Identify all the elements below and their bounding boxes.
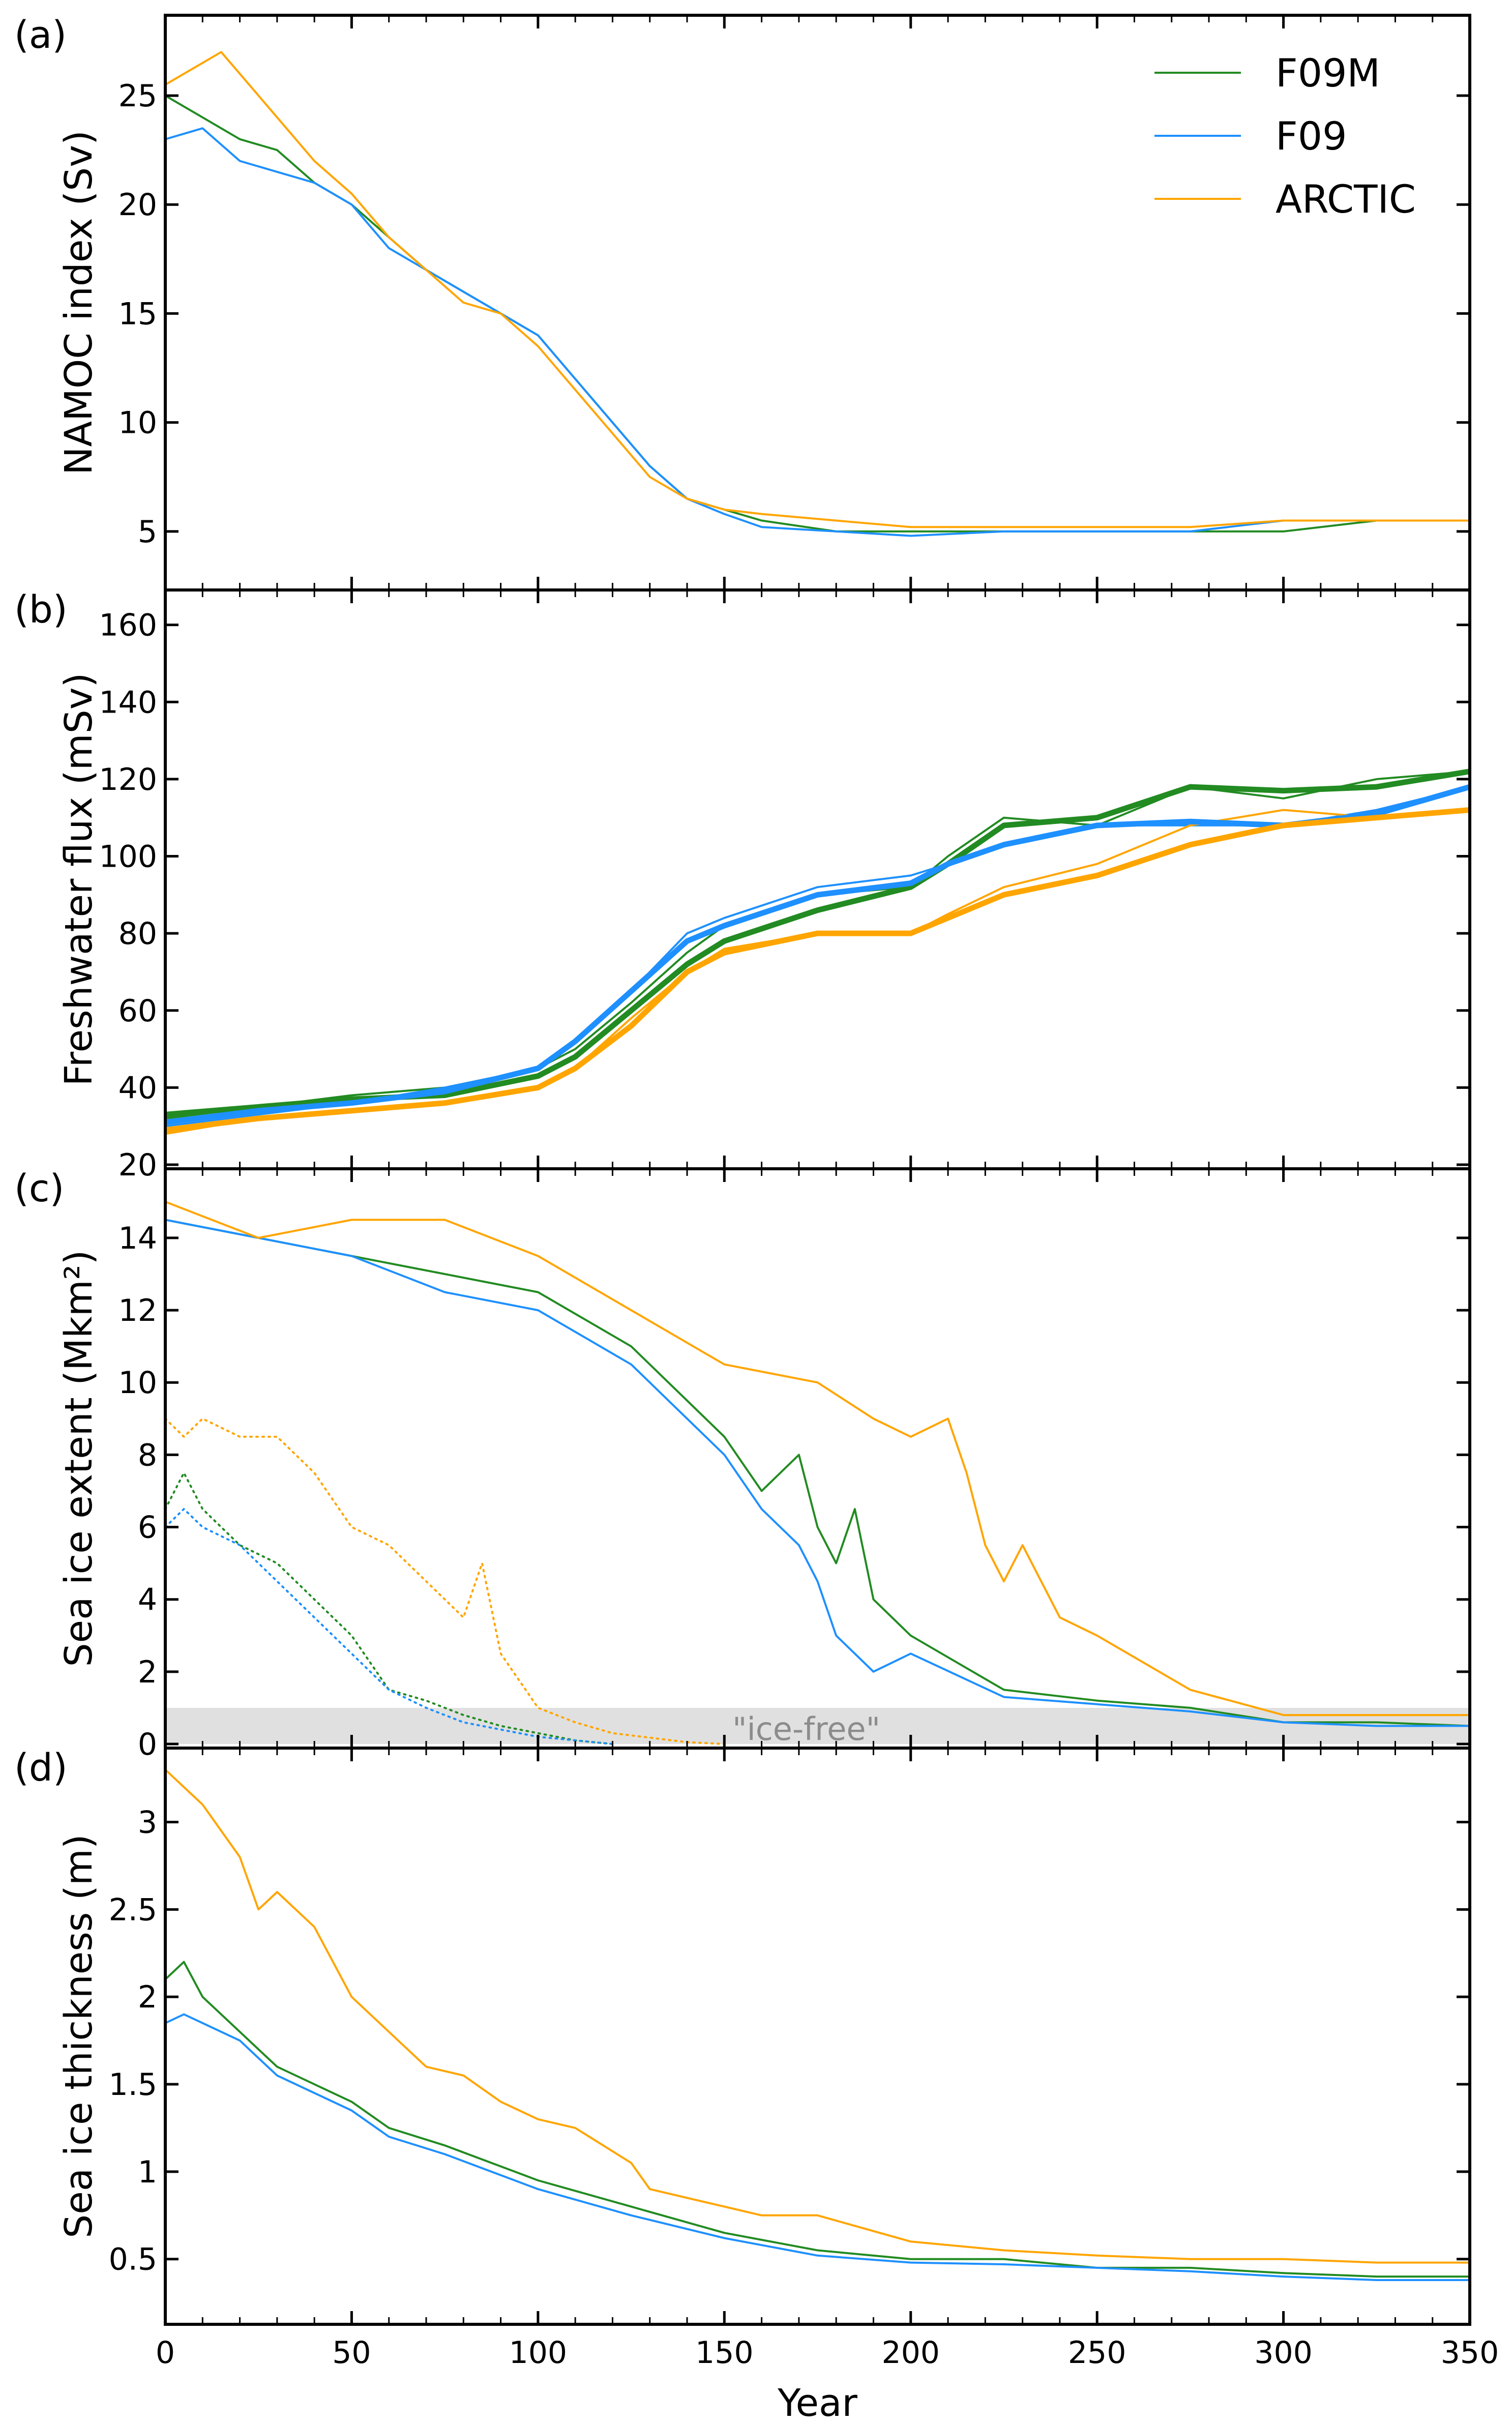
x-ticks <box>164 590 1471 1169</box>
panel-1: 5 10 15 20 25 NAMOC index (Sv) (a) <box>14 13 1471 592</box>
series-line-f09 <box>165 1219 1470 1727</box>
series-group <box>165 1768 1470 2281</box>
y-tick-label: 15 <box>118 296 157 332</box>
x-tick-label: 300 <box>1254 2335 1313 2371</box>
ice-free-band <box>165 1707 1470 1744</box>
y-tick-label: 25 <box>118 78 157 114</box>
series-group <box>165 768 1470 1135</box>
series-line-f09m <box>165 95 1470 533</box>
panel-frame <box>164 588 1471 1170</box>
y-tick-label: 100 <box>99 839 157 875</box>
y-tick-label: 140 <box>99 685 157 720</box>
series-group <box>165 1200 1470 1745</box>
y-tick-label: 3 <box>138 1805 157 1840</box>
panel-letter: (b) <box>14 588 68 632</box>
series-line-arctic-smoothed <box>165 807 1470 1133</box>
y-tick-label: 120 <box>99 762 157 797</box>
series-line-arctic <box>165 1200 1470 1717</box>
ice-free-label: "ice-free" <box>732 1710 880 1748</box>
y-tick-label: 10 <box>118 1365 157 1401</box>
y-tick-label: 8 <box>138 1437 157 1473</box>
series-line-f09-smoothed <box>165 784 1470 1126</box>
series-line-f09m <box>165 1961 1470 2278</box>
y-tick-label: 60 <box>118 993 157 1029</box>
series-line-arctic <box>165 809 1470 1135</box>
x-tick-label: 100 <box>509 2335 568 2371</box>
panel-frame <box>164 1747 1471 2326</box>
panel-3: "ice-free" 0 2 4 6 8 10 12 14 Sea ice extent (Mkm… <box>14 1167 1471 1762</box>
y-tick-label: 0 <box>138 1727 157 1762</box>
y-tick-label: 6 <box>138 1510 157 1546</box>
x-axis-title: Year <box>777 2381 857 2424</box>
legend: F09M F09 ARCTIC <box>1154 50 1416 222</box>
panel-4: 0.5 1 1.5 2 2.5 3 Sea ice thickness (m) (d) <box>14 1746 1471 2326</box>
panel-letter: (c) <box>14 1167 64 1210</box>
x-tick-label: 350 <box>1441 2335 1499 2371</box>
y-axis: 20 40 60 80 100 120 140 160 <box>99 608 1470 1183</box>
y-axis: 0.5 1 1.5 2 2.5 3 <box>109 1805 1470 2278</box>
x-tick-label: 200 <box>881 2335 940 2371</box>
series-line-arctic-minimum <box>165 1417 726 1745</box>
y-tick-label: 40 <box>118 1070 157 1106</box>
y-axis: 0 2 4 6 8 10 12 14 <box>118 1221 1470 1762</box>
panel-2: 20 40 60 80 100 120 140 160 Freshwater flux (mSv… <box>14 588 1471 1183</box>
series-line-f09m-minimum <box>165 1471 614 1745</box>
x-ticks <box>164 1169 1471 1748</box>
x-ticks <box>164 15 1471 590</box>
legend-label: F09M <box>1276 50 1380 96</box>
y-tick-label: 10 <box>118 405 157 441</box>
y-tick-label: 2 <box>138 1654 157 1690</box>
series-line-arctic <box>165 1768 1470 2264</box>
series-line-arctic <box>165 51 1470 528</box>
y-axis-title: Freshwater flux (mSv) <box>57 673 101 1086</box>
series-line-f09-minimum <box>165 1508 614 1745</box>
y-tick-label: 1.5 <box>109 2067 157 2103</box>
x-tick-label: 0 <box>156 2335 175 2371</box>
shared-x-axis: 0 50 100 150 200 250 300 350 <box>156 2335 1499 2371</box>
x-tick-label: 250 <box>1068 2335 1126 2371</box>
y-tick-label: 80 <box>118 916 157 952</box>
legend-label: F09 <box>1276 113 1347 159</box>
series-line-f09m <box>165 1219 1470 1727</box>
y-tick-label: 2.5 <box>109 1892 157 1928</box>
y-tick-label: 20 <box>118 187 157 223</box>
legend-label: ARCTIC <box>1276 176 1416 222</box>
panel-letter: (a) <box>14 13 67 57</box>
y-axis-title: Sea ice extent (Mkm²) <box>57 1250 101 1667</box>
y-tick-label: 14 <box>118 1221 157 1256</box>
y-axis: 5 10 15 20 25 <box>118 78 1470 550</box>
series-line-f09 <box>165 786 1470 1128</box>
y-tick-label: 12 <box>118 1293 157 1328</box>
y-tick-label: 0.5 <box>109 2242 157 2278</box>
y-tick-label: 1 <box>138 2154 157 2190</box>
x-ticks <box>164 1748 1471 2324</box>
series-line-f09 <box>165 2013 1470 2281</box>
x-tick-label: 150 <box>695 2335 754 2371</box>
y-tick-label: 160 <box>99 608 157 643</box>
y-tick-label: 4 <box>138 1582 157 1618</box>
y-axis-title: Sea ice thickness (m) <box>57 1834 101 2238</box>
panel-frame <box>164 1167 1471 1750</box>
y-axis-title: NAMOC index (Sv) <box>57 130 101 475</box>
series-line-f09 <box>165 127 1470 537</box>
panel-frame <box>164 14 1471 592</box>
y-tick-label: 20 <box>118 1147 157 1183</box>
series-group <box>165 51 1470 537</box>
y-tick-label: 2 <box>138 1979 157 2015</box>
y-tick-label: 5 <box>138 514 157 550</box>
panel-letter: (d) <box>14 1746 68 1790</box>
x-tick-label: 50 <box>332 2335 371 2371</box>
